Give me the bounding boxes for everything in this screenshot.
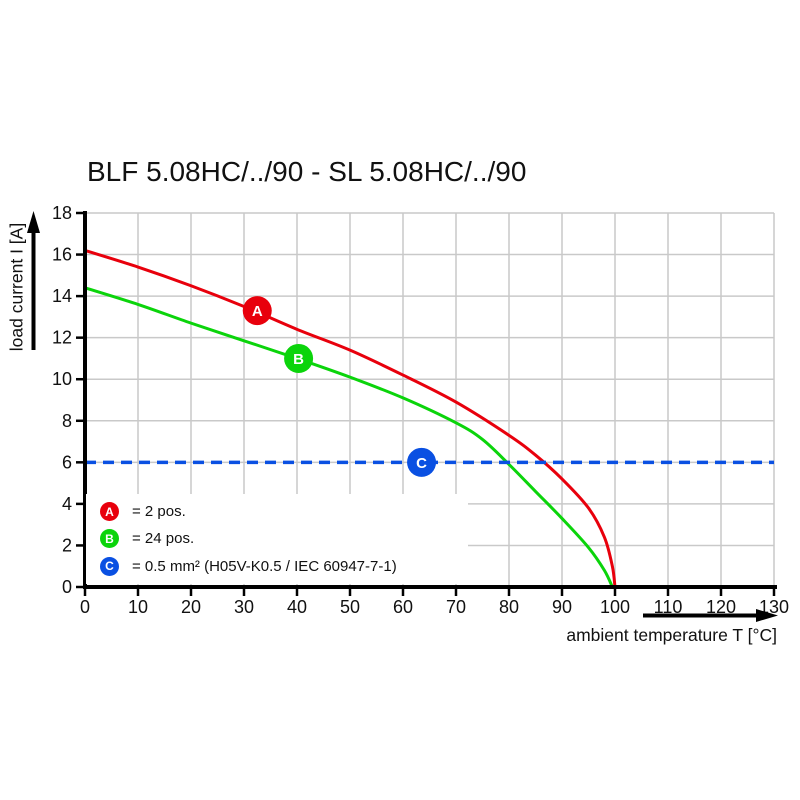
curve-marker-b — [284, 343, 314, 373]
x-tick-label: 30 — [234, 597, 254, 617]
legend-text: = 0.5 mm² (H05V-K0.5 / IEC 60947-7-1) — [132, 557, 397, 575]
legend-marker-a-icon: A — [100, 502, 119, 522]
x-tick-label: 110 — [654, 597, 683, 617]
y-tick-label: 6 — [62, 452, 72, 472]
legend-item-b: B = 24 pos. — [100, 529, 468, 549]
y-axis-label: load current I [A] — [6, 222, 27, 352]
legend-text: = 2 pos. — [132, 503, 186, 521]
x-tick-label: 20 — [181, 597, 201, 617]
axes — [76, 211, 777, 596]
y-tick-label: 2 — [62, 535, 72, 555]
y-tick-label: 14 — [52, 286, 72, 306]
x-tick-label: 90 — [552, 597, 572, 617]
legend-marker-b-icon: B — [100, 529, 119, 549]
curve-marker-letter: A — [252, 303, 263, 320]
x-tick-label: 40 — [287, 597, 307, 617]
x-tick-label: 50 — [340, 597, 360, 617]
curve-marker-a — [242, 296, 272, 326]
curve-marker-letter: B — [293, 351, 304, 368]
y-tick-label: 0 — [62, 577, 72, 597]
x-tick-label: 0 — [80, 597, 90, 617]
y-tick-label: 18 — [52, 203, 72, 223]
curve-b — [84, 286, 614, 588]
x-tick-label: 60 — [393, 597, 413, 617]
legend-item-c: C = 0.5 mm² (H05V-K0.5 / IEC 60947-7-1) — [100, 556, 468, 576]
axis-arrows — [27, 211, 778, 622]
y-tick-label: 12 — [52, 328, 72, 348]
x-tick-label: 130 — [759, 597, 789, 617]
curve-markers: A B C — [242, 296, 437, 477]
y-tick-label: 10 — [52, 369, 72, 389]
legend-item-a: A = 2 pos. — [100, 502, 468, 522]
curve-marker-letter: C — [416, 455, 427, 472]
y-tick-label: 4 — [62, 494, 72, 514]
chart-legend: A = 2 pos. B = 24 pos. C = 0.5 mm² (H05V-K0.5… — [86, 494, 468, 584]
x-tick-label: 10 — [128, 597, 148, 617]
curve-marker-c — [407, 447, 437, 477]
x-tick-label: 100 — [600, 597, 630, 617]
x-tick-label: 70 — [446, 597, 466, 617]
x-tick-label: 80 — [499, 597, 519, 617]
x-axis-label: ambient temperature T [°C] — [566, 625, 777, 645]
tick-labels: 0 10 20 30 40 50 60 70 80 90 100 110 120 130 0 2 4 6 8 10 12… — [52, 203, 789, 617]
y-axis-arrow-icon — [27, 211, 40, 233]
x-tick-label: 120 — [706, 597, 736, 617]
legend-marker-c-icon: C — [100, 556, 119, 576]
y-tick-label: 8 — [62, 411, 72, 431]
legend-text: = 24 pos. — [132, 530, 195, 548]
chart-title: BLF 5.08HC/../90 - SL 5.08HC/../90 — [87, 156, 527, 187]
curve-a — [84, 248, 617, 588]
x-axis-arrow-icon — [756, 609, 778, 622]
y-tick-label: 16 — [52, 245, 72, 265]
